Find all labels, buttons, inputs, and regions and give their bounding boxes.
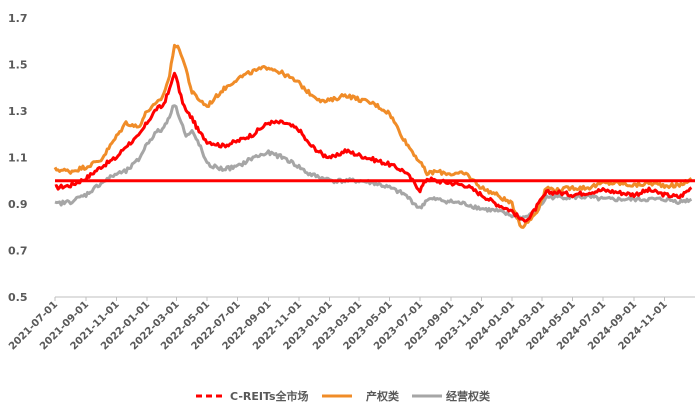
series-line-3 <box>54 104 693 222</box>
legend: C-REITs全市场 产权类 经营权类 <box>196 389 491 403</box>
legend-label-3: 经营权类 <box>446 389 491 403</box>
series-line-1 <box>54 71 693 223</box>
y-axis: 1.7 1.5 1.3 1.1 0.9 0.7 0.5 <box>8 12 28 304</box>
series-line-2 <box>53 43 693 229</box>
y-tick-label: 1.3 <box>8 105 28 118</box>
y-tick-label: 1.5 <box>8 59 28 72</box>
x-axis: 2021-07-012021-09-012021-11-012022-01-01… <box>7 296 695 352</box>
legend-label-1: C-REITs全市场 <box>230 389 309 403</box>
y-tick-label: 0.5 <box>8 291 28 304</box>
y-tick-label: 1.7 <box>8 12 28 25</box>
y-tick-label: 0.9 <box>8 198 28 211</box>
plot-area <box>53 43 695 229</box>
y-tick-label: 0.7 <box>8 245 28 258</box>
y-tick-label: 1.1 <box>8 152 28 165</box>
legend-label-2: 产权类 <box>366 389 400 403</box>
